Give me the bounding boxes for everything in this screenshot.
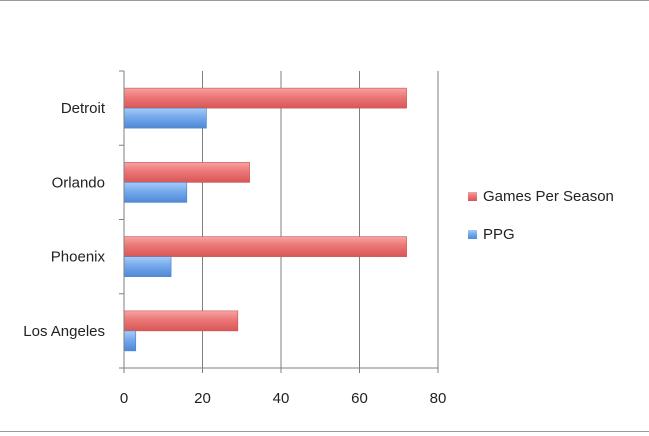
- category-label: Phoenix: [51, 249, 106, 266]
- category-label: Orlando: [52, 174, 105, 191]
- x-tick-label: 80: [430, 390, 447, 407]
- bar-games-per-season: [123, 236, 407, 257]
- bar-ppg: [123, 107, 207, 129]
- legend-label: PPG: [483, 226, 515, 243]
- axis-layer: 0 20 40 60 80 Detroit Orlando Phoenix Los Angele…: [23, 70, 447, 407]
- x-tick-label: 0: [120, 390, 128, 407]
- category-label: Los Angeles: [23, 323, 105, 340]
- category-label: Detroit: [61, 100, 106, 117]
- legend-label: Games Per Season: [483, 188, 614, 205]
- bar-ppg: [123, 256, 172, 277]
- legend-swatch: [468, 230, 477, 239]
- bar-games-per-season: [123, 162, 250, 183]
- bar-ppg: [123, 330, 137, 352]
- legend-swatch: [468, 192, 477, 201]
- bar-ppg: [123, 182, 188, 203]
- bar-layer: [123, 87, 407, 352]
- legend: Games Per Season PPG: [468, 188, 614, 243]
- bar-games-per-season: [123, 87, 407, 109]
- bar-games-per-season: [123, 310, 239, 332]
- x-tick-label: 40: [273, 390, 290, 407]
- x-tick-label: 20: [194, 390, 211, 407]
- x-tick-label: 60: [351, 390, 368, 407]
